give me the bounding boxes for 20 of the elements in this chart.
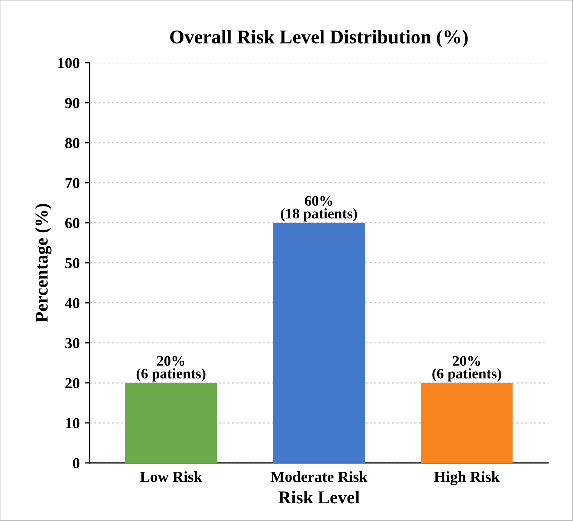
chart-title: Overall Risk Level Distribution (%) [170,30,468,48]
y-tick-label: 100 [58,58,80,68]
data-label: 60% (18 patients) [281,196,358,222]
x-tick-label: Moderate Risk [270,472,368,482]
x-tick-label: Low Risk [140,472,202,482]
y-tick-label: 10 [66,418,80,429]
y-tick-label: 20 [66,378,80,389]
data-label: 20% (6 patients) [432,356,502,382]
x-axis-title: Risk Level [278,491,360,504]
y-tick-label: 80 [65,138,80,149]
x-tick-label: High Risk [434,472,500,486]
y-axis-title: Percentage (%) [35,204,52,323]
data-label: 20% (6 patients) [136,356,206,382]
y-tick-label: 90 [65,98,80,109]
y-tick-label: 40 [65,298,80,309]
y-tick-label: 50 [66,258,80,269]
y-tick-label: 70 [66,178,80,189]
y-tick-label: 0 [73,458,80,469]
y-tick-label: 60 [65,218,80,229]
y-tick-label: 30 [66,338,80,349]
